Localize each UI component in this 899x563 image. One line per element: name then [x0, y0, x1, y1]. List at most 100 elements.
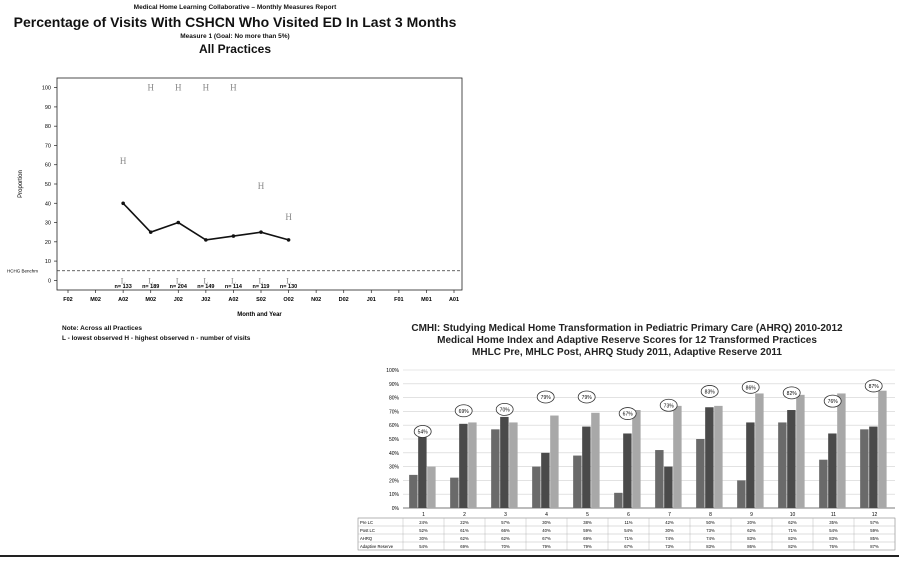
table-cell: 79%	[542, 544, 551, 549]
bar-ahrq	[714, 405, 723, 508]
category-label: 3	[504, 512, 507, 518]
table-cell: 20%	[747, 520, 756, 525]
table-cell: 70%	[501, 544, 510, 549]
bar-ahrq	[878, 390, 887, 508]
y-tick-label: 80	[45, 124, 51, 130]
adaptive-reserve-bubble	[454, 404, 473, 418]
table-cell: 69%	[460, 544, 469, 549]
bar-pre-lc	[778, 422, 787, 508]
table-cell: 11%	[624, 520, 632, 525]
table-cell: 87%	[870, 544, 879, 549]
data-point	[176, 220, 181, 225]
x-tick-label: M02	[90, 297, 101, 303]
adaptive-reserve-bubble	[700, 385, 719, 398]
chart-2-title-line-2: Medical Home Index and Adaptive Reserve …	[437, 335, 817, 346]
bar-pre-lc	[696, 439, 705, 508]
table-cell: 50%	[706, 520, 715, 525]
report-header: Medical Home Learning Collaborative – Mo…	[133, 4, 337, 11]
n-label: n= 204	[170, 284, 188, 290]
x-tick-label: J02	[201, 297, 210, 303]
table-cell: 54%	[829, 528, 838, 533]
y-tick-label: 90	[45, 105, 51, 111]
legend-note: Note: Across all Practices	[62, 325, 142, 332]
category-label: 5	[586, 512, 589, 518]
table-cell: 30%	[542, 520, 551, 525]
bar-post-lc	[623, 433, 632, 508]
adaptive-reserve-label: 79%	[541, 395, 552, 401]
n-label: n= 189	[142, 284, 159, 290]
chart-1-subtitle-2: All Practices	[198, 42, 272, 56]
bar-ahrq	[632, 410, 641, 508]
x-tick-label: S02	[256, 297, 266, 303]
table-cell: 40%	[542, 528, 551, 533]
bar-post-lc	[541, 452, 550, 508]
table-cell: 67%	[542, 536, 551, 541]
y-tick-label: 20	[45, 240, 51, 246]
data-point	[204, 238, 208, 242]
table-cell: 30%	[419, 536, 428, 541]
y-tick-label: 60	[45, 163, 51, 169]
adaptive-reserve-label: 69%	[459, 409, 470, 415]
table-cell: 83%	[829, 536, 838, 541]
bar-post-lc	[664, 466, 673, 508]
y-tick-label: 100	[42, 86, 51, 92]
bar-pre-lc	[819, 459, 828, 508]
n-label: n= 133	[115, 284, 132, 290]
adaptive-reserve-bubble	[413, 425, 432, 438]
chart-2-title-line-3: MHLC Pre, MHLC Post, AHRQ Study 2011, Ad…	[472, 347, 782, 358]
bar-chart-panel: CMHI: Studying Medical Home Transformati…	[355, 318, 899, 563]
low-marker: L	[121, 276, 126, 285]
bar-pre-lc	[737, 480, 746, 508]
y-tick-label: 70	[45, 143, 51, 149]
high-marker: H	[258, 181, 265, 191]
table-cell: 42%	[665, 520, 674, 525]
bar-post-lc	[582, 426, 591, 508]
table-cell: 86%	[747, 544, 756, 549]
adaptive-reserve-label: 70%	[500, 407, 511, 413]
high-marker: H	[203, 83, 210, 93]
x-tick-label: F02	[63, 297, 72, 303]
adaptive-reserve-bubble	[577, 390, 596, 404]
table-cell: 61%	[460, 528, 469, 533]
category-label: 10	[790, 512, 796, 518]
y-tick-label: 80%	[389, 396, 400, 402]
chart-1-title: Percentage of Visits With CSHCN Who Visi…	[13, 14, 457, 30]
bar-post-lc	[459, 423, 468, 508]
table-row-label: Pre LC	[360, 520, 373, 525]
category-label: 4	[545, 512, 548, 518]
x-tick-label: A02	[228, 297, 238, 303]
bar-pre-lc	[409, 474, 418, 508]
table-cell: 38%	[583, 520, 592, 525]
bar-pre-lc	[655, 450, 664, 508]
x-tick-label: F01	[394, 297, 403, 303]
y-axis-label: Proportion	[18, 170, 24, 198]
adaptive-reserve-bubble	[618, 407, 637, 420]
low-marker: L	[176, 276, 181, 285]
adaptive-reserve-bubble	[659, 398, 678, 412]
y-tick-label: 40%	[389, 451, 400, 457]
table-cell: 79%	[583, 544, 592, 549]
table-cell: 73%	[665, 544, 674, 549]
y-tick-label: 0	[48, 278, 51, 284]
table-cell: 74%	[665, 536, 674, 541]
high-marker: H	[147, 83, 154, 93]
y-tick-label: 30	[45, 221, 51, 227]
data-point	[259, 230, 263, 234]
adaptive-reserve-label: 54%	[418, 429, 429, 435]
table-cell: 35%	[829, 520, 838, 525]
x-tick-label: M02	[145, 297, 156, 303]
n-label: n= 119	[253, 284, 270, 290]
table-cell: 57%	[870, 520, 879, 525]
bar-ahrq	[755, 393, 764, 508]
table-cell: 69%	[583, 536, 592, 541]
adaptive-reserve-label: 76%	[828, 399, 839, 405]
table-cell: 54%	[624, 528, 633, 533]
goal-label: HCHG Benchm	[7, 269, 38, 274]
table-cell: 24%	[419, 520, 428, 525]
low-marker: L	[286, 276, 291, 285]
table-cell: 66%	[501, 528, 510, 533]
table-cell: 85%	[870, 536, 879, 541]
table-cell: 74%	[706, 536, 715, 541]
y-tick-label: 40	[45, 201, 51, 207]
y-tick-label: 10%	[389, 492, 400, 498]
